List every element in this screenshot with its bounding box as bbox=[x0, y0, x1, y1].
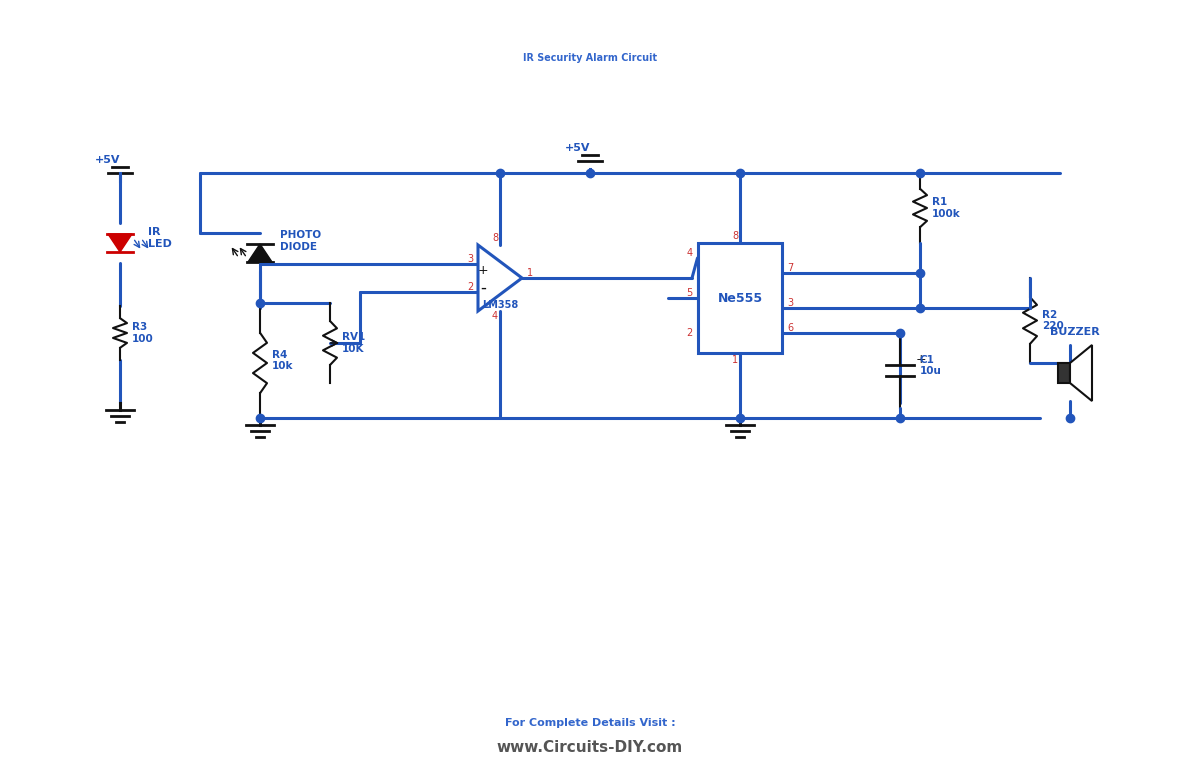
Text: BUZZER: BUZZER bbox=[1050, 327, 1100, 337]
Polygon shape bbox=[1071, 345, 1092, 401]
Text: 2: 2 bbox=[686, 328, 692, 338]
Text: R4
10k: R4 10k bbox=[272, 350, 294, 371]
Text: www.Circuits-DIY.com: www.Circuits-DIY.com bbox=[496, 740, 683, 755]
Text: +: + bbox=[477, 264, 488, 276]
Text: 7: 7 bbox=[788, 263, 793, 273]
Bar bbox=[1058, 363, 1071, 383]
Text: 1: 1 bbox=[732, 355, 738, 365]
Polygon shape bbox=[108, 234, 132, 252]
Text: R1
100k: R1 100k bbox=[933, 197, 961, 218]
Text: 1: 1 bbox=[527, 268, 533, 278]
Text: +: + bbox=[916, 352, 927, 366]
Text: LM358: LM358 bbox=[482, 300, 518, 310]
Text: R2
220: R2 220 bbox=[1042, 310, 1063, 331]
Text: 5: 5 bbox=[686, 288, 692, 298]
Text: -: - bbox=[480, 279, 486, 297]
Text: 8: 8 bbox=[732, 231, 738, 241]
Text: IR Security Alarm Circuit: IR Security Alarm Circuit bbox=[523, 53, 657, 63]
Text: For Complete Details Visit :: For Complete Details Visit : bbox=[505, 718, 676, 728]
Text: PHOTO
DIODE: PHOTO DIODE bbox=[279, 230, 321, 252]
Text: RV1
10K: RV1 10K bbox=[342, 332, 365, 354]
Text: 8: 8 bbox=[492, 233, 498, 243]
Polygon shape bbox=[248, 244, 272, 262]
Text: Ne555: Ne555 bbox=[718, 291, 763, 305]
Polygon shape bbox=[477, 245, 522, 311]
Text: 3: 3 bbox=[788, 298, 793, 308]
Text: IR
LED: IR LED bbox=[149, 227, 172, 249]
Text: 4: 4 bbox=[492, 311, 498, 321]
FancyBboxPatch shape bbox=[698, 243, 783, 353]
Text: +5V: +5V bbox=[95, 155, 120, 165]
Text: 2: 2 bbox=[467, 282, 473, 292]
Text: C1
10u: C1 10u bbox=[920, 355, 942, 377]
Text: R3
100: R3 100 bbox=[132, 322, 153, 344]
Text: 3: 3 bbox=[467, 254, 473, 264]
Text: +5V: +5V bbox=[565, 143, 591, 153]
Text: 6: 6 bbox=[788, 323, 793, 333]
Text: 4: 4 bbox=[686, 248, 692, 258]
